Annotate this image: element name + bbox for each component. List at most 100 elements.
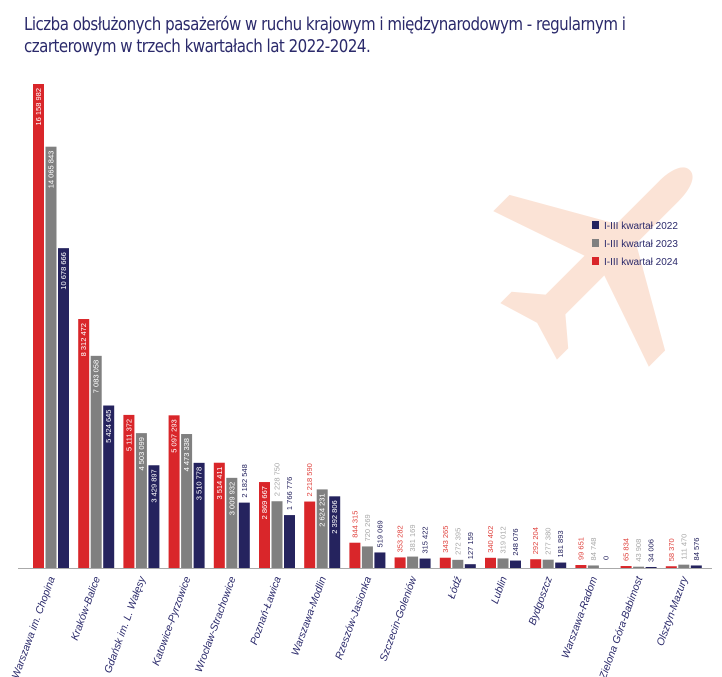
bar — [587, 565, 599, 568]
category-label: Olsztyn-Mazury — [654, 574, 690, 647]
data-label: 277 380 — [544, 528, 553, 555]
chart-title: Liczba obsłużonych pasażerów w ruchu kra… — [24, 15, 626, 57]
bar — [238, 502, 250, 568]
bar — [645, 566, 657, 568]
bar — [678, 564, 690, 568]
data-label: 3 510 778 — [195, 467, 204, 500]
bar — [407, 556, 419, 568]
data-label: 315 422 — [421, 526, 430, 553]
bar — [620, 566, 632, 568]
data-label: 14 065 843 — [47, 151, 56, 189]
data-label: 8 312 472 — [79, 323, 88, 356]
data-label: 58 370 — [667, 538, 676, 561]
data-label: 2 182 548 — [240, 464, 249, 497]
bar — [329, 496, 341, 568]
category-label: Warszawa-Modlin — [289, 575, 329, 657]
data-label: 2 228 750 — [273, 463, 282, 496]
bar — [123, 414, 135, 568]
data-label: 2 392 806 — [330, 500, 339, 533]
category-label: Katowice-Pyrzowice — [150, 575, 193, 668]
data-label: 0 — [601, 556, 610, 560]
bar — [452, 559, 464, 568]
data-label: 292 204 — [531, 527, 540, 554]
data-label: 1 766 776 — [285, 477, 294, 510]
bar — [485, 557, 496, 568]
category-label: Warszawa-Radom — [559, 575, 600, 660]
data-label: 43 908 — [634, 539, 643, 562]
bar — [542, 559, 554, 568]
data-label: 65 834 — [622, 538, 631, 561]
bar — [78, 319, 90, 568]
bar — [33, 84, 44, 568]
data-label: 319 012 — [499, 526, 508, 553]
bar — [284, 515, 295, 568]
data-label: 4 503 099 — [137, 437, 146, 470]
category-label: Rzeszów-Jasionka — [333, 575, 374, 662]
data-label: 127 159 — [466, 532, 475, 559]
data-label: 10 678 666 — [59, 252, 68, 290]
bar — [374, 552, 386, 568]
data-label: 340 402 — [486, 526, 495, 553]
data-label: 248 076 — [511, 528, 520, 555]
bar — [361, 546, 373, 568]
data-label: 2 624 231 — [318, 493, 327, 526]
data-label: 272 395 — [453, 528, 462, 555]
data-label: 3 514 411 — [215, 467, 224, 500]
category-label: Zielona Góra-Babimost — [597, 574, 646, 677]
legend-swatch — [592, 221, 599, 229]
data-label: 381 169 — [408, 524, 417, 551]
bar — [213, 462, 225, 568]
bar — [181, 434, 193, 568]
legend-label: I-III kwartał 2024 — [604, 257, 678, 268]
legend-item: I-III kwartał 2024 — [592, 257, 678, 268]
data-label: 34 006 — [647, 539, 656, 562]
bar — [510, 560, 521, 568]
bar — [193, 462, 205, 568]
category-label: Warszawa im. Chopina — [10, 575, 58, 677]
legend-swatch — [592, 239, 599, 247]
data-label: 84 576 — [692, 538, 701, 561]
bar — [575, 565, 587, 568]
bar — [103, 405, 115, 568]
category-label: Bydgoszcz — [526, 574, 555, 627]
data-label: 353 282 — [396, 525, 405, 552]
legend-item: I-III kwartał 2022 — [592, 221, 678, 232]
data-label: 844 315 — [350, 511, 359, 538]
data-label: 99 651 — [576, 537, 585, 560]
bar — [45, 146, 57, 568]
bar — [690, 565, 702, 568]
bar — [135, 433, 147, 568]
data-label: 5 424 645 — [104, 410, 113, 443]
bar — [633, 566, 645, 568]
data-label: 5 111 372 — [124, 419, 133, 451]
bar — [148, 465, 160, 568]
bar — [259, 482, 270, 568]
data-label: 5 097 293 — [170, 419, 179, 452]
category-label: Łódź — [446, 574, 465, 600]
bar — [497, 558, 509, 568]
category-label: Gdańsk im. L. Wałęsy — [102, 574, 148, 675]
data-label: 111 470 — [679, 534, 688, 560]
data-label: 3 009 932 — [227, 482, 236, 515]
data-label: 181 893 — [556, 530, 565, 557]
legend-item: I-III kwartał 2023 — [592, 239, 678, 250]
category-label: Kraków-Balice — [69, 575, 103, 642]
legend-label: I-III kwartał 2022 — [604, 221, 678, 232]
bar — [419, 558, 431, 568]
data-label: 7 083 058 — [92, 360, 101, 393]
data-label: 4 473 338 — [182, 438, 191, 471]
bar — [349, 542, 361, 568]
data-label: 3 429 897 — [149, 469, 158, 502]
category-label: Szczecin-Goleniów — [378, 574, 420, 663]
bar — [555, 562, 567, 568]
data-label: 519 069 — [375, 520, 384, 547]
bar — [304, 501, 316, 568]
data-label: 84 748 — [589, 538, 598, 561]
bar — [665, 566, 677, 568]
data-label: 343 265 — [441, 526, 450, 553]
data-label: 2 869 667 — [260, 486, 269, 519]
bar — [316, 489, 328, 568]
airplane-icon — [493, 167, 693, 367]
category-label: Lublin — [489, 575, 510, 606]
